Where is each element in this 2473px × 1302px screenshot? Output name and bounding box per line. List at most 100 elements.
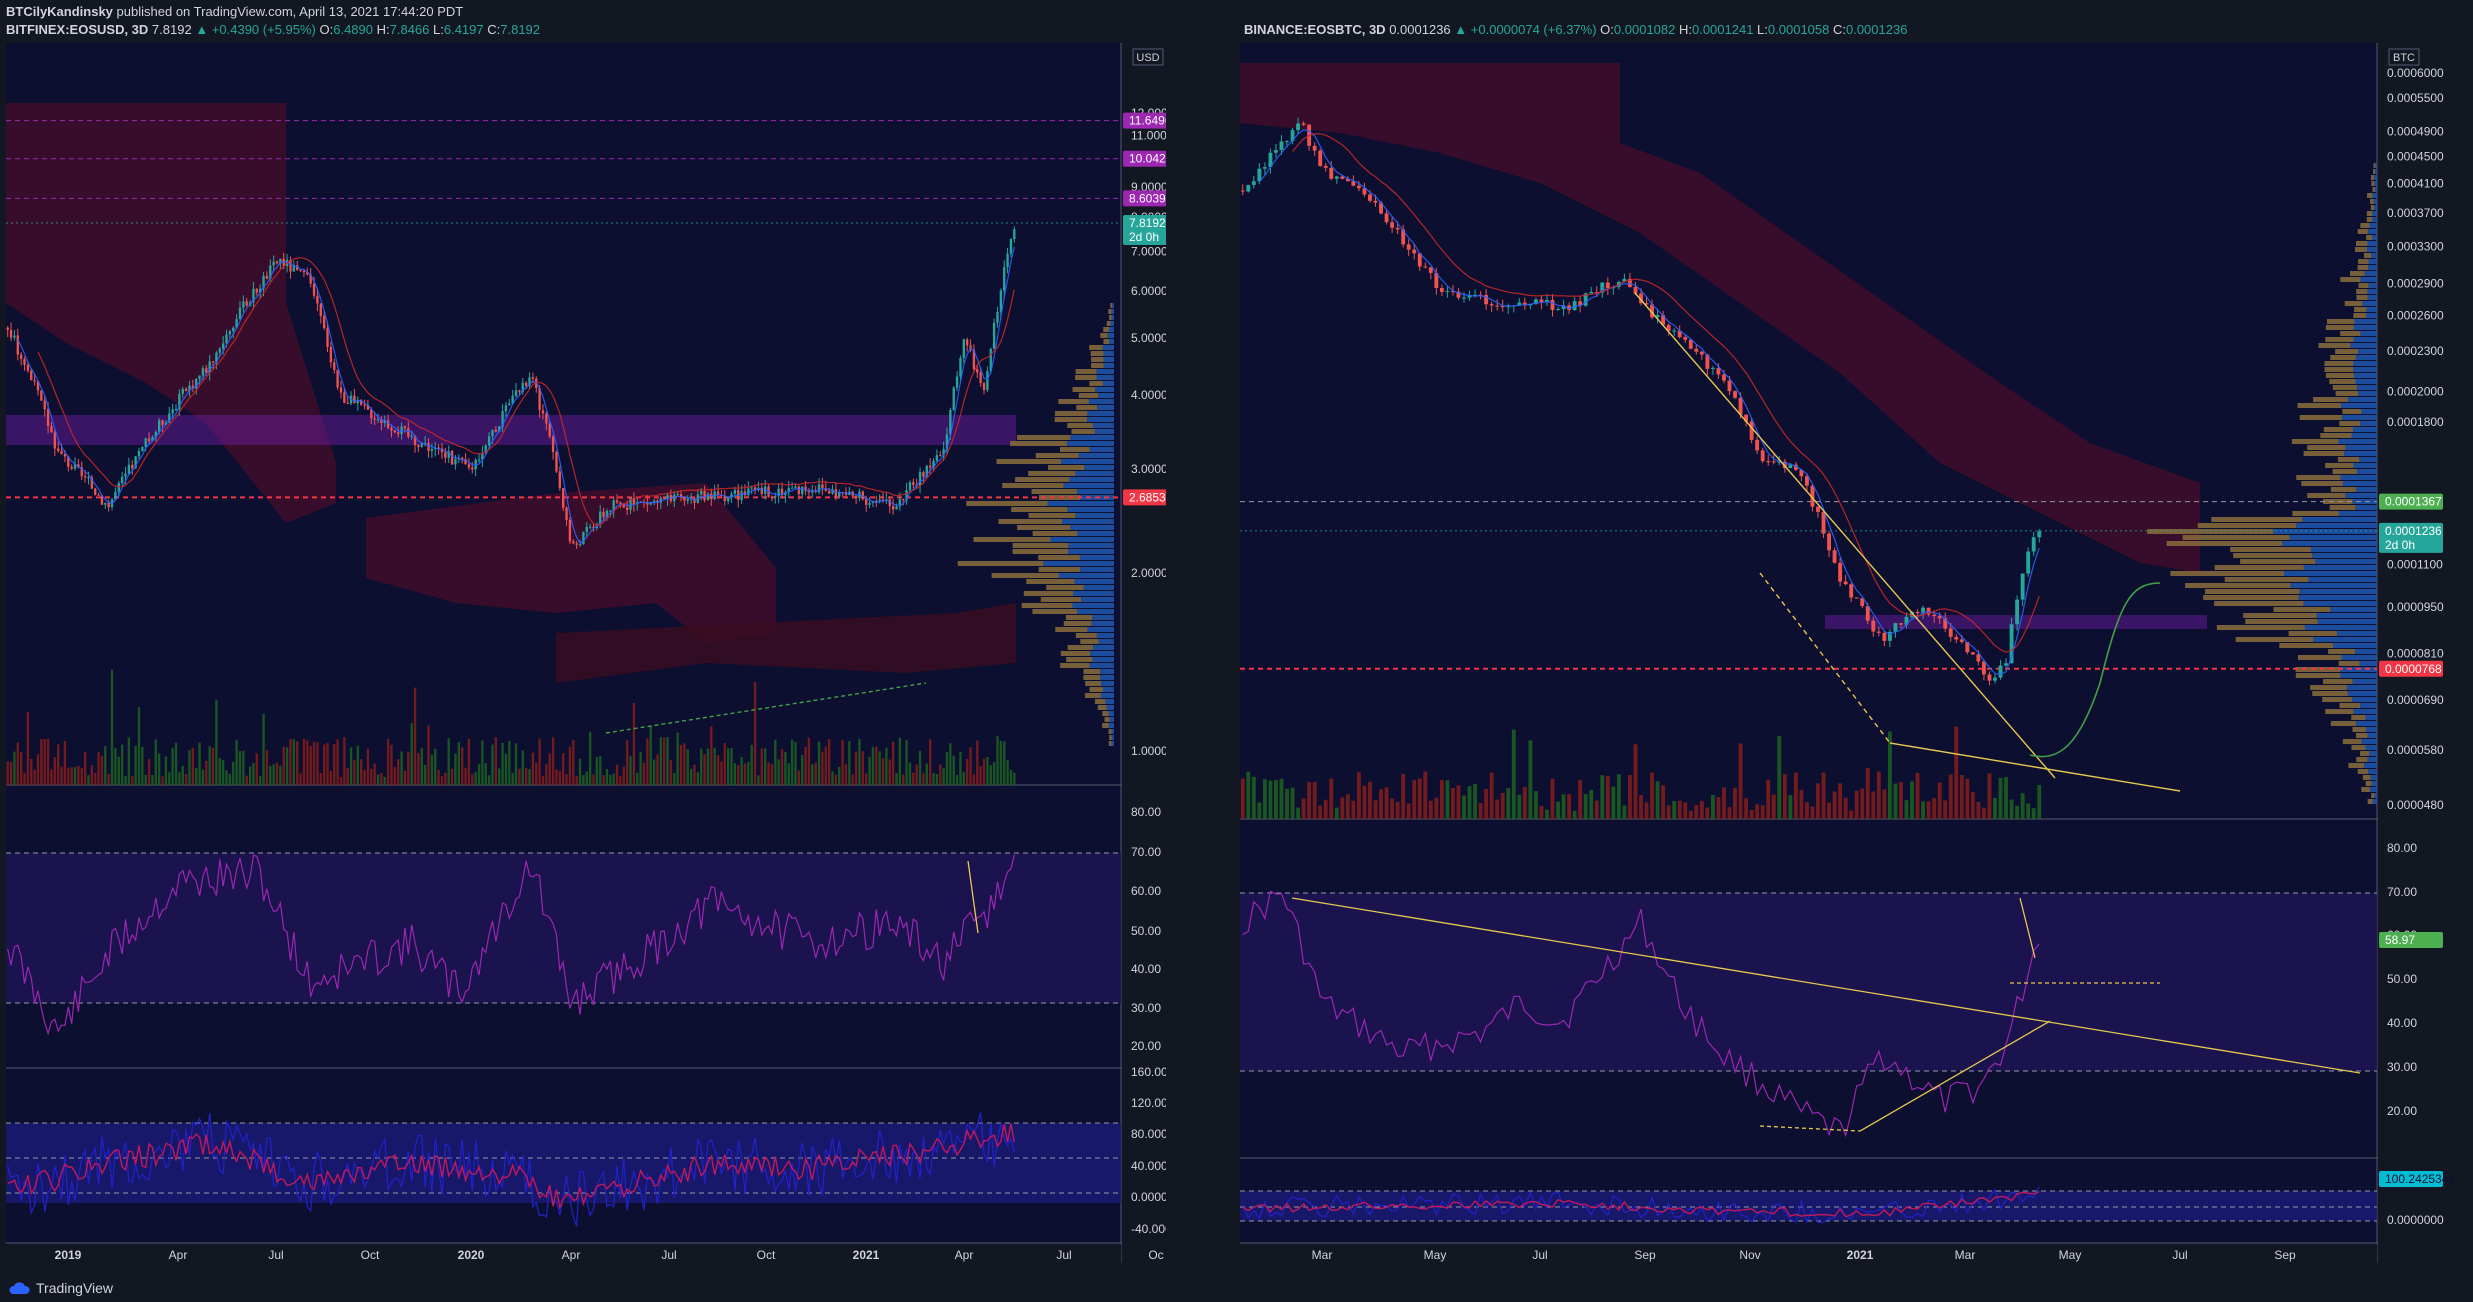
volume-bar <box>120 744 124 785</box>
candle <box>912 482 915 486</box>
osc-axis-label: 40.0000 <box>1131 1159 1166 1173</box>
candle <box>1832 550 1837 563</box>
volume-profile-bar <box>1111 735 1114 740</box>
volume-bar <box>299 773 302 785</box>
volume-bar <box>619 776 622 785</box>
volume-profile-bar <box>1111 729 1114 734</box>
candle <box>784 492 787 496</box>
time-axis-label: Jul <box>2172 1248 2187 1262</box>
candle <box>370 409 373 419</box>
volume-bar <box>1854 790 1859 819</box>
volume-bar <box>1301 798 1306 819</box>
volume-bar <box>397 759 400 785</box>
right-symbol[interactable]: BINANCE:EOSBTC, 3D <box>1244 22 1386 37</box>
volume-profile-bar <box>2303 451 2344 456</box>
volume-profile-bar <box>2372 187 2375 192</box>
candle <box>615 500 619 503</box>
volume-bar <box>932 772 935 785</box>
volume-profile-bar <box>2360 421 2377 426</box>
volume-profile-bar <box>2350 343 2377 348</box>
volume-bar <box>1915 772 1920 819</box>
candle <box>1262 167 1267 169</box>
volume-bar <box>646 738 649 785</box>
volume-bar <box>1788 795 1793 819</box>
volume-bar <box>609 774 612 785</box>
volume-bar <box>1550 778 1555 819</box>
candle <box>531 377 535 379</box>
left-chart-panel[interactable]: 12.000011.00009.00008.00007.00006.00005.… <box>6 43 1166 1263</box>
volume-profile-bar <box>1081 597 1114 602</box>
price-axis-label: 3.0000 <box>1131 462 1166 476</box>
volume-profile-bar <box>2342 739 2362 744</box>
volume-profile-bar <box>2351 715 2366 720</box>
volume-bar <box>817 741 821 785</box>
candle <box>413 435 417 446</box>
volume-bar <box>285 747 289 785</box>
left-symbol[interactable]: BITFINEX:EOSUSD, 3D <box>6 22 149 37</box>
right-chart-panel[interactable]: 0.0006000 0.0005500 0.0004900 0.0004500 0.00… <box>1240 43 2470 1263</box>
ichimoku-cloud <box>556 603 1016 683</box>
candle <box>1605 282 1610 289</box>
author-name[interactable]: BTCilyKandinsky <box>6 4 113 19</box>
volume-bar <box>632 702 636 785</box>
candle <box>753 487 757 491</box>
left-chart-svg[interactable]: 12.000011.00009.00008.00007.00006.00005.… <box>6 43 1166 1263</box>
volume-profile-bar <box>2366 307 2377 312</box>
volume-bar <box>713 747 716 785</box>
osc-axis-label: 80.0000 <box>1131 1127 1166 1141</box>
volume-bar <box>158 753 161 785</box>
volume-profile-bar <box>2367 247 2377 252</box>
volume-profile-bar <box>2325 709 2354 714</box>
volume-bar <box>1760 805 1765 819</box>
candle <box>1744 414 1749 422</box>
volume-profile-bar <box>2303 601 2377 606</box>
price-axis-label: 0.0002600 <box>2387 308 2444 322</box>
tradingview-brand[interactable]: TradingView <box>8 1280 113 1296</box>
candle <box>1727 380 1732 392</box>
volume-profile-bar <box>1089 447 1114 452</box>
rsi-line <box>7 854 1015 1036</box>
candle <box>40 390 43 401</box>
candle <box>232 327 235 332</box>
candle <box>299 269 302 271</box>
volume-profile-bar <box>2317 619 2377 624</box>
volume-bar <box>1329 778 1334 819</box>
candle <box>1843 581 1848 585</box>
volume-bar <box>703 754 706 785</box>
volume-bar <box>87 775 90 785</box>
volume-bar <box>676 732 679 785</box>
time-axis-label: May <box>2059 1248 2082 1262</box>
candle <box>83 476 87 478</box>
price-axis-label: 0.0005500 <box>2387 91 2444 105</box>
volume-bar <box>97 752 100 785</box>
volume-profile-bar <box>2313 637 2377 642</box>
volume-bar <box>514 743 518 785</box>
volume-bar <box>380 772 383 785</box>
volume-bar <box>790 739 794 785</box>
volume-profile-bar <box>966 501 1048 506</box>
volume-profile-bar <box>2338 439 2377 444</box>
candle <box>676 494 679 496</box>
volume-profile-bar <box>2367 289 2377 294</box>
volume-bar <box>410 723 413 785</box>
volume-bar <box>710 726 713 785</box>
candle <box>794 486 797 488</box>
candle <box>444 452 447 458</box>
candle <box>1003 267 1006 291</box>
volume-bar <box>865 773 868 785</box>
candle <box>508 403 511 406</box>
volume-bar <box>1006 760 1009 785</box>
candle <box>161 420 164 426</box>
volume-bar <box>235 740 238 785</box>
price-tag <box>2379 522 2443 553</box>
candle <box>1981 661 1986 675</box>
volume-profile-bar <box>1067 423 1093 428</box>
right-chart-svg[interactable]: 0.0006000 0.0005500 0.0004900 0.0004500 0.00… <box>1240 43 2470 1263</box>
candle <box>1301 123 1306 125</box>
candle <box>760 487 763 494</box>
rsi-line <box>1242 890 2040 1138</box>
candle <box>390 427 393 431</box>
candle <box>1827 533 1831 551</box>
candle <box>945 434 949 450</box>
candle <box>144 438 147 447</box>
